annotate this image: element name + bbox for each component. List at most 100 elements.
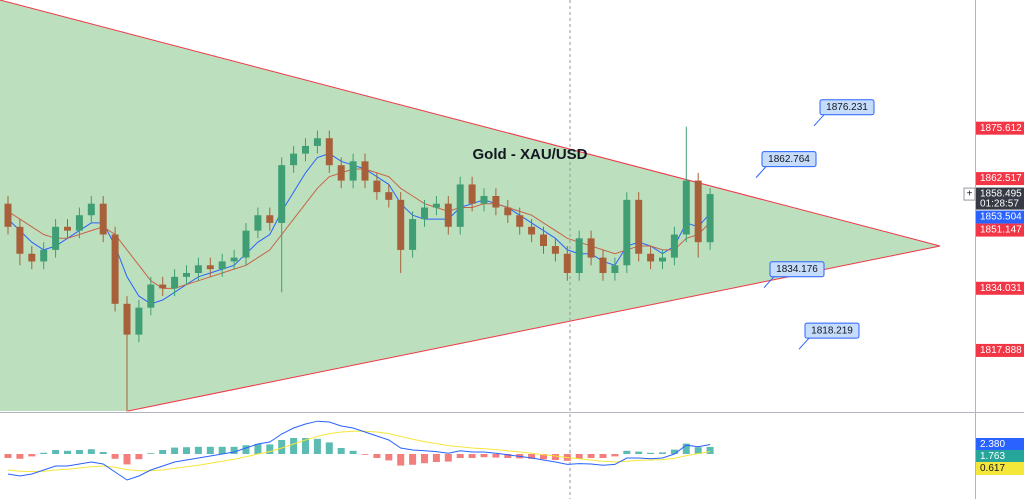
candle-body (230, 257, 238, 262)
callout-label: 1818.219 (811, 325, 853, 336)
histogram-bar (302, 438, 309, 454)
candle-body (528, 226, 536, 235)
candle-body (682, 180, 690, 235)
ma-label: 1851.147 (980, 225, 1022, 236)
candle-body (492, 195, 500, 208)
candle-body (468, 184, 476, 204)
macd-pane (4, 420, 714, 481)
triangle-upper-edge (0, 0, 941, 247)
histogram-bar (4, 454, 12, 458)
candle-body (40, 249, 48, 262)
callout-box (769, 261, 825, 278)
histogram-bar (111, 454, 119, 459)
candle-body (278, 165, 286, 223)
level-label: 1875.612 (980, 123, 1022, 134)
histogram-bar (551, 454, 559, 460)
histogram-bar (123, 454, 131, 465)
candle-body (99, 203, 107, 235)
histogram-bar (278, 440, 286, 454)
histogram-bar (385, 454, 393, 461)
histogram-bar (349, 450, 357, 454)
macd-label: 2.380 (980, 439, 1005, 450)
triangle-pattern (0, 0, 940, 411)
candle-body (242, 230, 250, 258)
histogram-bar (373, 454, 381, 458)
histogram-bar (647, 452, 655, 454)
histogram-bar (480, 454, 488, 458)
histogram-bar (16, 454, 24, 459)
macd-label: 0.617 (980, 463, 1005, 474)
macd-label-box (976, 449, 1024, 463)
candle-body (75, 215, 83, 231)
candle-body (456, 184, 464, 227)
candle-body (266, 215, 274, 223)
histogram-bar (99, 452, 107, 454)
candle-body (397, 199, 405, 250)
histogram-bar (313, 438, 321, 454)
callout-box (761, 151, 817, 168)
ma-label-box (976, 223, 1024, 237)
histogram-bar (218, 446, 226, 454)
candle-body (349, 161, 357, 181)
candle-body (385, 192, 393, 200)
candle-body (647, 253, 655, 262)
candle-body (313, 138, 321, 146)
histogram-bar (456, 454, 464, 458)
candle-body (432, 203, 440, 208)
candle-body (659, 257, 666, 262)
candle-body (373, 180, 381, 193)
candle-body (159, 284, 167, 289)
level-label-box (976, 172, 1024, 186)
crosshair-add-button (963, 187, 976, 201)
histogram-bar (290, 438, 298, 454)
histogram-bar (670, 449, 678, 454)
macd-label: 1.763 (980, 451, 1005, 462)
callout-pointer (813, 114, 825, 127)
candle-body (206, 265, 214, 270)
countdown: 01:28:57 (980, 199, 1019, 210)
callout-label: 1876.231 (826, 102, 868, 113)
candle-body (516, 215, 524, 227)
candle-body (52, 226, 60, 250)
candle-body (325, 138, 333, 166)
histogram-bar (171, 447, 179, 454)
callout-pointer (755, 166, 767, 178)
histogram-bar (183, 447, 190, 454)
histogram-bar (421, 454, 428, 464)
candle-body (171, 276, 179, 289)
histogram-bar (325, 442, 333, 454)
histogram-bar (75, 450, 83, 454)
callout-pointer (798, 337, 810, 350)
histogram-bar (147, 453, 155, 454)
histogram-bar (623, 450, 631, 454)
candle-body (409, 219, 417, 250)
histogram-bar (28, 454, 36, 457)
histogram-bar (492, 454, 500, 458)
ma-label-box (976, 210, 1024, 224)
candle-body (337, 165, 345, 181)
macd-label-box (976, 437, 1024, 451)
histogram-bar (230, 446, 238, 454)
candle-body (28, 253, 36, 262)
histogram-bar (64, 450, 71, 454)
histogram-bar (337, 448, 345, 454)
level-label-box (976, 281, 1024, 295)
candle-body (551, 246, 559, 254)
callout-box (819, 99, 875, 116)
level-label: 1817.888 (980, 345, 1022, 356)
histogram-bar (242, 445, 250, 454)
histogram-bar (266, 444, 274, 454)
histogram-bar (706, 446, 714, 454)
candle-body (611, 265, 619, 273)
signal-line (7, 430, 711, 473)
price-pane (4, 126, 714, 412)
histogram-bar (468, 454, 476, 458)
level-label: 1834.031 (980, 283, 1022, 294)
candle-body (706, 194, 714, 243)
histogram-bar (575, 454, 583, 459)
histogram-bar (504, 454, 512, 458)
candle-body (635, 199, 643, 254)
candle-body (623, 199, 631, 266)
crosshair-add-icon: + (967, 189, 973, 200)
candle-body (587, 238, 595, 258)
